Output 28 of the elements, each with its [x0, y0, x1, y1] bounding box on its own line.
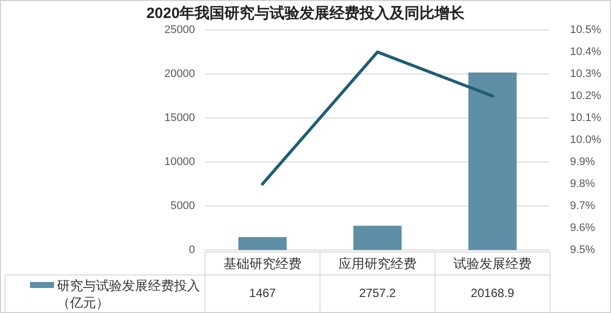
- legend-label: 研究与试验发展经费投入（亿元）: [57, 277, 201, 311]
- chart-title: 2020年我国研究与试验发展经费投入及同比增长: [146, 4, 466, 22]
- y-tick-label: 5000: [170, 200, 195, 212]
- data-label: 1467: [249, 286, 276, 300]
- y2-tick-label: 9.8%: [570, 178, 596, 190]
- bar: [353, 226, 402, 250]
- y-tick-label: 25000: [164, 24, 195, 36]
- y2-tick-label: 9.7%: [570, 200, 596, 212]
- y2-tick-label: 10.5%: [570, 24, 602, 36]
- y2-tick-label: 10.2%: [570, 90, 602, 102]
- bar: [468, 72, 517, 250]
- y-tick-label: 15000: [164, 112, 195, 124]
- y-tick-label: 20000: [164, 68, 195, 80]
- x-tick-label: 试验发展经费: [454, 256, 532, 271]
- y2-tick-label: 9.5%: [570, 244, 596, 256]
- x-tick-label: 基础研究经费: [224, 256, 302, 271]
- y2-tick-label: 9.6%: [570, 222, 596, 234]
- data-label: 20168.9: [470, 286, 515, 300]
- bar: [238, 237, 287, 250]
- y2-tick-label: 10.0%: [570, 134, 602, 146]
- y2-tick-label: 10.1%: [570, 112, 602, 124]
- y2-tick-label: 10.3%: [570, 68, 602, 80]
- y-tick-label: 0: [188, 244, 195, 256]
- x-tick-label: 应用研究经费: [338, 256, 416, 271]
- y-tick-label: 10000: [164, 156, 195, 168]
- data-label: 2757.2: [359, 286, 396, 300]
- y2-tick-label: 9.9%: [570, 156, 596, 168]
- y2-tick-label: 10.4%: [570, 46, 602, 58]
